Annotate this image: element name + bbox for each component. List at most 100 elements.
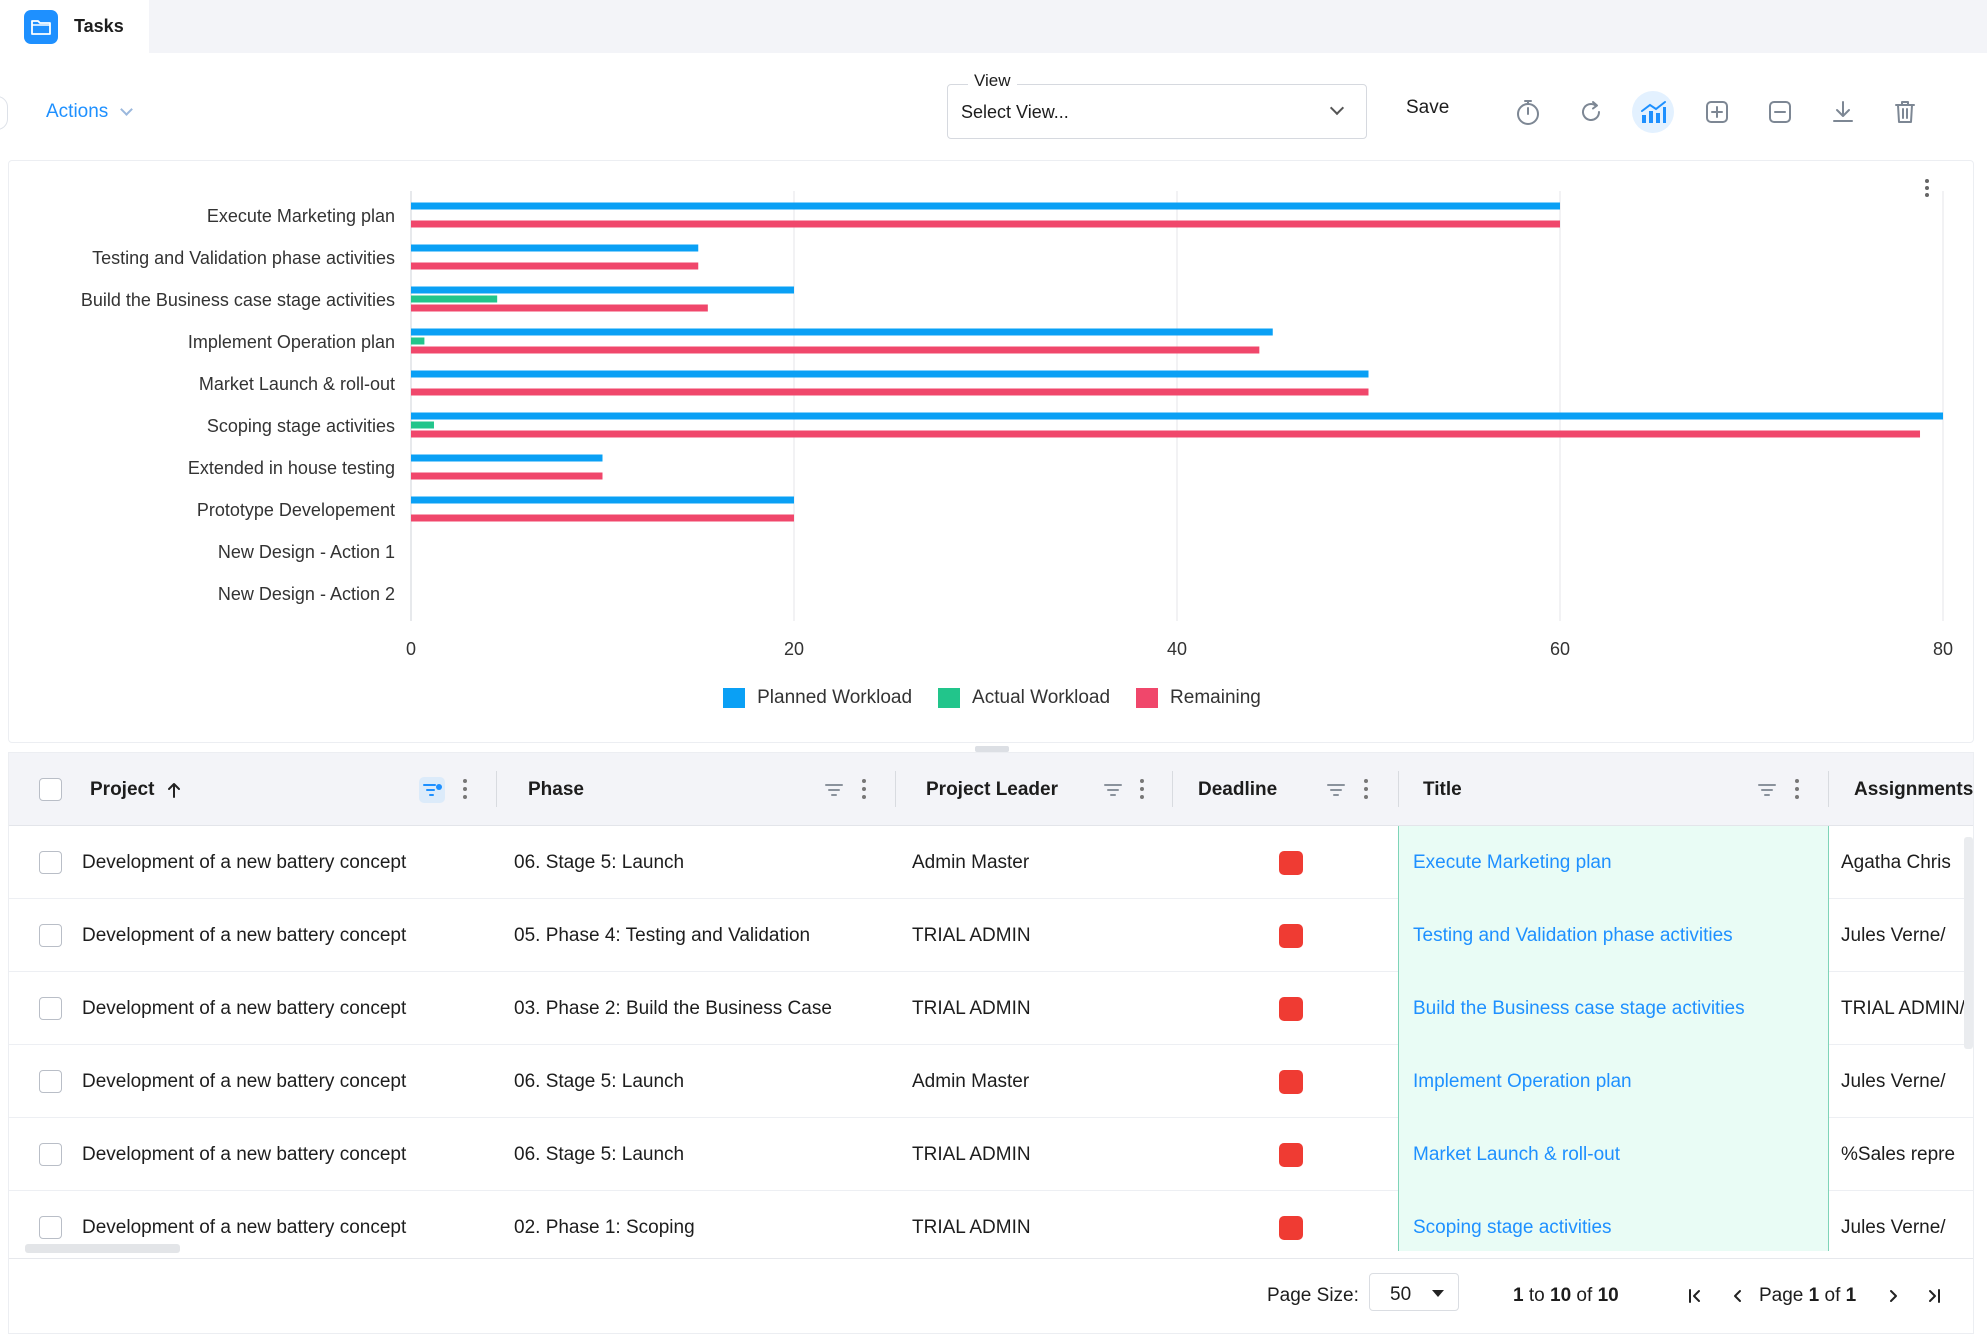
bar-planned-workload xyxy=(411,286,794,294)
bar-remaining xyxy=(411,514,794,522)
add-square-icon[interactable] xyxy=(1696,91,1738,133)
cell-title-link[interactable]: Execute Marketing plan xyxy=(1398,826,1829,899)
cell-title-link[interactable]: Testing and Validation phase activities xyxy=(1398,899,1829,972)
chevron-down-icon xyxy=(1329,100,1345,116)
table-row[interactable]: Development of a new battery concept 05. … xyxy=(9,899,1973,972)
legend-swatch xyxy=(723,688,746,708)
legend-label: Actual Workload xyxy=(972,687,1111,708)
y-category-label: Extended in house testing xyxy=(188,458,395,478)
minus-square-icon[interactable] xyxy=(1759,91,1801,133)
download-icon[interactable] xyxy=(1822,91,1864,133)
view-select[interactable]: View Select View... xyxy=(947,71,1367,139)
page-indicator: Page 1 of 1 xyxy=(1759,1285,1857,1306)
cell-project-leader: TRIAL ADMIN xyxy=(912,1216,1031,1238)
previous-page-icon[interactable] xyxy=(1727,1285,1749,1307)
filter-icon[interactable] xyxy=(1323,777,1349,803)
cell-title-link[interactable]: Build the Business case stage activities xyxy=(1398,972,1829,1045)
column-menu-icon[interactable] xyxy=(1140,779,1144,799)
legend-item[interactable]: Remaining xyxy=(1136,687,1261,709)
y-category-label: Scoping stage activities xyxy=(207,416,395,436)
page-size-select[interactable]: 50 xyxy=(1369,1273,1459,1311)
deadline-status xyxy=(1279,899,1303,972)
bar-planned-workload xyxy=(411,496,794,504)
caret-down-icon xyxy=(1432,1290,1444,1297)
table-row[interactable]: Development of a new battery concept 06. … xyxy=(9,1045,1973,1118)
pagination-bar: Page Size: 50 1 to 10 of 10 Page 1 of 1 xyxy=(9,1258,1973,1333)
row-checkbox[interactable] xyxy=(39,826,62,899)
last-page-icon[interactable] xyxy=(1923,1285,1945,1307)
cell-assignments: TRIAL ADMIN/ xyxy=(1841,997,1965,1019)
y-category-label: New Design - Action 2 xyxy=(218,584,395,604)
cell-project: Development of a new battery concept xyxy=(82,924,407,946)
row-checkbox[interactable] xyxy=(39,1118,62,1191)
horizontal-scrollbar[interactable] xyxy=(25,1244,180,1253)
row-checkbox[interactable] xyxy=(39,899,62,972)
header-phase[interactable]: Phase xyxy=(528,753,584,826)
next-page-icon[interactable] xyxy=(1882,1285,1904,1307)
table-row[interactable]: Development of a new battery concept 03. … xyxy=(9,972,1973,1045)
x-tick-label: 60 xyxy=(1550,639,1570,659)
cell-phase: 05. Phase 4: Testing and Validation xyxy=(514,924,811,946)
filter-icon[interactable] xyxy=(1754,777,1780,803)
row-checkbox[interactable] xyxy=(39,1191,62,1251)
x-tick-label: 20 xyxy=(784,639,804,659)
header-phase-label: Phase xyxy=(528,778,584,800)
cell-title-link[interactable]: Market Launch & roll-out xyxy=(1398,1118,1829,1191)
side-panel-handle[interactable] xyxy=(0,96,8,130)
table-row[interactable]: Development of a new battery concept 02. … xyxy=(9,1191,1973,1251)
y-category-label: Build the Business case stage activities xyxy=(81,290,395,310)
folder-icon xyxy=(24,9,58,44)
bar-planned-workload xyxy=(411,244,699,252)
bar-remaining xyxy=(411,220,1560,228)
bar-remaining xyxy=(411,304,708,312)
filter-active-icon[interactable] xyxy=(419,777,445,803)
header-title[interactable]: Title xyxy=(1423,753,1462,826)
chevron-down-icon xyxy=(120,102,134,116)
trash-icon[interactable] xyxy=(1884,91,1926,133)
table-row[interactable]: Development of a new battery concept 06. … xyxy=(9,1118,1973,1191)
row-checkbox[interactable] xyxy=(39,972,62,1045)
legend-swatch xyxy=(938,688,961,708)
column-menu-icon[interactable] xyxy=(1795,779,1799,799)
cell-assignments: Agatha Chris xyxy=(1841,851,1951,873)
chart-icon[interactable] xyxy=(1632,91,1674,133)
chart-legend: Planned Workload Actual Workload Remaining xyxy=(9,687,1975,709)
filter-icon[interactable] xyxy=(1100,777,1126,803)
bar-planned-workload xyxy=(411,454,603,462)
table-row[interactable]: Development of a new battery concept 06. … xyxy=(9,826,1973,899)
bar-remaining xyxy=(411,388,1369,396)
header-deadline[interactable]: Deadline xyxy=(1198,753,1277,826)
cell-project-leader: TRIAL ADMIN xyxy=(912,924,1031,946)
deadline-status xyxy=(1279,972,1303,1045)
save-button[interactable]: Save xyxy=(1406,97,1450,118)
row-range: 1 to 10 of 10 xyxy=(1513,1285,1619,1306)
column-menu-icon[interactable] xyxy=(463,779,467,799)
select-all-checkbox[interactable] xyxy=(39,753,62,826)
actions-dropdown[interactable]: Actions xyxy=(46,98,134,126)
cell-project-leader: Admin Master xyxy=(912,1070,1030,1092)
header-project-label: Project xyxy=(90,778,155,800)
bar-planned-workload xyxy=(411,370,1369,378)
row-checkbox[interactable] xyxy=(39,1045,62,1118)
refresh-icon[interactable] xyxy=(1570,91,1612,133)
column-menu-icon[interactable] xyxy=(1364,779,1368,799)
stopwatch-icon[interactable] xyxy=(1507,91,1549,133)
cell-title-link[interactable]: Scoping stage activities xyxy=(1398,1191,1829,1251)
header-project[interactable]: Project xyxy=(90,753,182,826)
column-menu-icon[interactable] xyxy=(862,779,866,799)
legend-item[interactable]: Planned Workload xyxy=(723,687,912,709)
first-page-icon[interactable] xyxy=(1684,1285,1706,1307)
filter-icon[interactable] xyxy=(821,777,847,803)
cell-assignments: %Sales repre xyxy=(1841,1143,1956,1165)
panel-splitter[interactable] xyxy=(975,746,1009,752)
bar-planned-workload xyxy=(411,328,1273,336)
tab-tasks[interactable]: Tasks xyxy=(0,0,149,53)
legend-item[interactable]: Actual Workload xyxy=(938,687,1110,709)
chart-menu-icon[interactable] xyxy=(1925,179,1931,197)
vertical-scrollbar[interactable] xyxy=(1964,837,1973,1049)
header-project-leader[interactable]: Project Leader xyxy=(926,753,1058,826)
cell-title-link[interactable]: Implement Operation plan xyxy=(1398,1045,1829,1118)
cell-phase: 06. Stage 5: Launch xyxy=(514,1070,685,1092)
header-assignments[interactable]: Assignments xyxy=(1854,753,1973,826)
deadline-status xyxy=(1279,1191,1303,1251)
